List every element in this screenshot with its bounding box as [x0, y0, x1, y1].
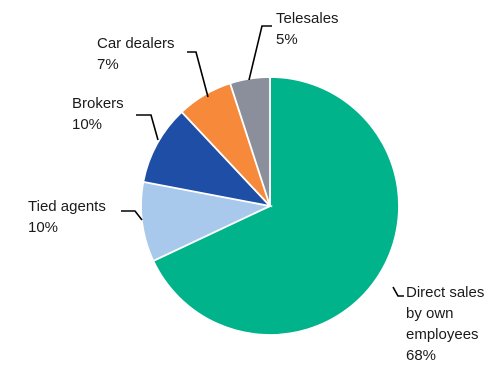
leader-line-brokers	[136, 114, 159, 141]
slice-value-label: 68%	[406, 347, 436, 364]
slice-value-label: 7%	[97, 56, 119, 73]
pie-slice-tied-agents	[140, 180, 273, 263]
slice-label-direct-sales: Direct sales by own employees 68%	[406, 284, 484, 364]
slice-name-label: Telesales	[276, 10, 339, 27]
leader-line-tied-agents	[121, 210, 143, 221]
leader-line-direct-sales	[392, 286, 404, 297]
slice-label-telesales: Telesales 5%	[276, 10, 339, 48]
slice-value-label: 5%	[276, 31, 298, 48]
slice-value-label: 10%	[72, 116, 102, 133]
slice-name-label: employees	[406, 326, 479, 343]
pie-slices	[140, 76, 400, 336]
slice-label-tied-agents: Tied agents 10%	[28, 198, 106, 236]
leader-line-telesales	[248, 25, 272, 81]
slice-name-label: Direct sales	[406, 284, 484, 301]
leader-lines	[121, 25, 404, 297]
leader-line-car-dealers	[187, 51, 209, 98]
slice-name-label: by own	[406, 305, 454, 322]
slice-labels: Direct sales by own employees 68% Tied agent…	[28, 10, 484, 364]
slice-name-label: Car dealers	[97, 35, 175, 52]
slice-name-label: Tied agents	[28, 198, 106, 215]
slice-label-car-dealers: Car dealers 7%	[97, 35, 175, 73]
pie-slice-direct-sales	[152, 76, 400, 336]
slice-label-brokers: Brokers 10%	[72, 95, 124, 133]
slice-name-label: Brokers	[72, 95, 124, 112]
slice-value-label: 10%	[28, 219, 58, 236]
pie-slice-brokers	[142, 110, 273, 208]
